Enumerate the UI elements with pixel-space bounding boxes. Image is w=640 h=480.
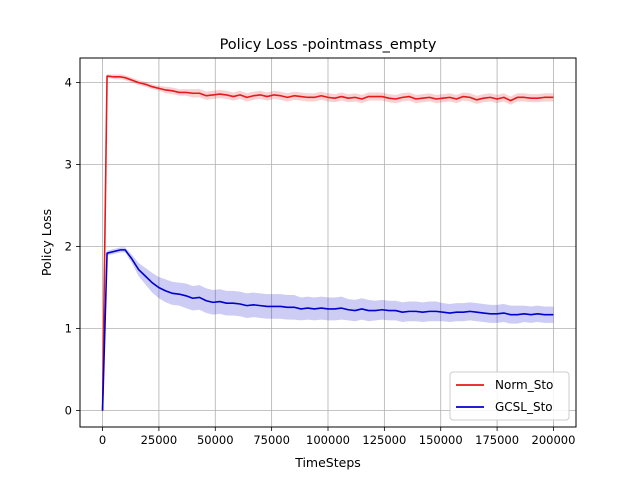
series-lines [101, 75, 554, 411]
x-tick-label-5: 125000 [362, 433, 406, 447]
x-tick-label-4: 100000 [306, 433, 350, 447]
x-tick-label-2: 50000 [197, 433, 234, 447]
y-tick-label-3: 3 [65, 158, 72, 172]
x-tick-label-6: 150000 [419, 433, 463, 447]
y-tick-label-2: 2 [65, 240, 72, 254]
y-axis-label: Policy Loss [39, 209, 54, 276]
x-tick-label-0: 0 [99, 433, 106, 447]
y-axis-ticks: 0 1 2 3 4 [65, 76, 80, 418]
series-line-gcsl-sto [101, 249, 554, 411]
y-tick-label-1: 1 [65, 322, 72, 336]
y-tick-label-4: 4 [65, 76, 72, 90]
x-axis-ticks: 0 25000 50000 75000 100000 125000 150000 175000… [99, 427, 576, 447]
x-tick-label-7: 175000 [475, 433, 519, 447]
y-tick-label-0: 0 [65, 404, 72, 418]
x-tick-label-3: 75000 [253, 433, 290, 447]
legend-label-gcsl-sto: GCSL_Sto [495, 400, 553, 414]
x-tick-label-1: 25000 [141, 433, 178, 447]
legend: Norm_Sto GCSL_Sto [449, 371, 570, 421]
legend-label-norm-sto: Norm_Sto [495, 378, 553, 392]
x-axis-label: TimeSteps [294, 455, 361, 470]
x-tick-label-8: 200000 [532, 433, 576, 447]
legend-box [449, 371, 570, 421]
series-line-norm-sto [101, 75, 554, 411]
chart-title: Policy Loss -pointmass_empty [220, 37, 437, 53]
